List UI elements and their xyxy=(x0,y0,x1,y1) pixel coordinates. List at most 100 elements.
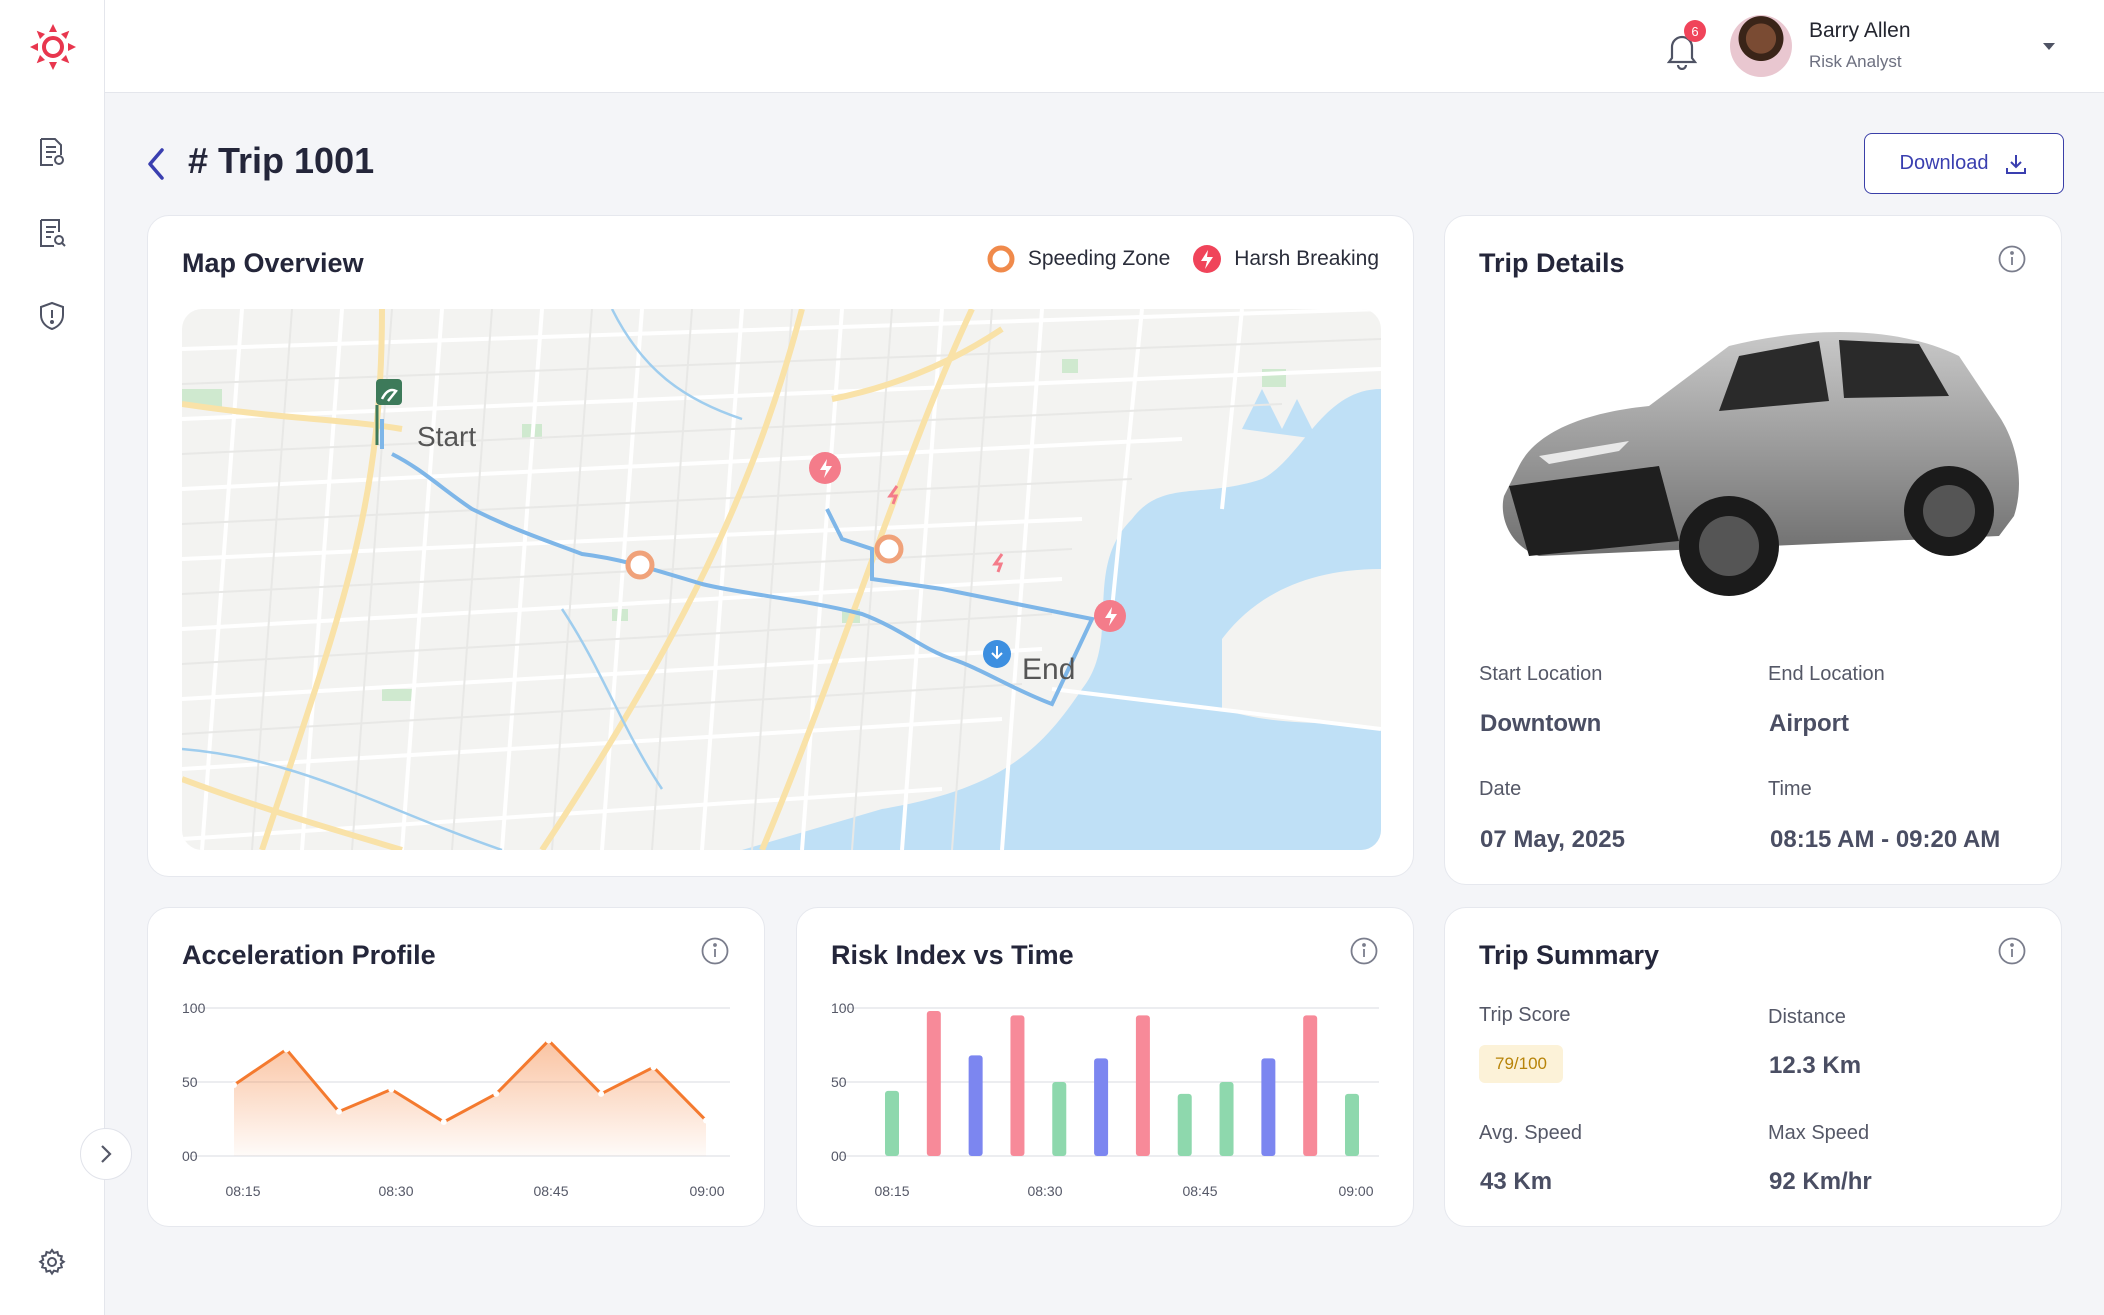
chevron-right-icon xyxy=(101,1145,112,1163)
x-tick-label: 08:30 xyxy=(1027,1183,1062,1199)
info-icon[interactable] xyxy=(1349,936,1379,966)
max-speed-label: Max Speed xyxy=(1768,1122,1870,1144)
trip-details-title: Trip Details xyxy=(1479,248,1625,278)
caret-down-icon[interactable] xyxy=(2040,40,2058,52)
data-point xyxy=(335,1108,342,1115)
data-point xyxy=(703,1117,709,1124)
date-label: Date xyxy=(1479,778,1522,800)
info-icon[interactable] xyxy=(700,936,730,966)
x-tick-label: 08:45 xyxy=(533,1183,568,1199)
start-location-value: Downtown xyxy=(1480,710,1602,737)
avg-speed-value: 43 Km xyxy=(1480,1168,1553,1195)
avg-speed-label: Avg. Speed xyxy=(1479,1122,1583,1144)
risk-bar xyxy=(1052,1082,1067,1156)
x-tick-label: 09:00 xyxy=(1338,1183,1373,1199)
data-point xyxy=(598,1090,605,1097)
download-button[interactable]: Download xyxy=(1864,133,2064,194)
area-fill xyxy=(234,1040,706,1156)
time-value: 08:15 AM - 09:20 AM xyxy=(1770,826,2001,853)
acceleration-profile-card: Acceleration Profile 100 50 00 08:15 08:30 08… xyxy=(147,907,765,1227)
download-label: Download xyxy=(1899,152,1989,174)
sidebar xyxy=(0,0,105,1315)
risk-index-chart: 100 50 00 08:15 08:30 08:45 09:00 xyxy=(831,1000,1379,1199)
info-icon[interactable] xyxy=(1997,936,2027,966)
data-point xyxy=(283,1046,290,1053)
legend-speeding-label: Speeding Zone xyxy=(1027,247,1171,270)
x-tick-label: 08:15 xyxy=(225,1183,260,1199)
notification-count-badge: 6 xyxy=(1684,20,1706,42)
sidebar-expand-button[interactable] xyxy=(80,1128,132,1180)
data-point xyxy=(493,1090,500,1097)
data-point xyxy=(388,1086,395,1093)
risk-bar xyxy=(1094,1058,1109,1156)
risk-bar xyxy=(1219,1082,1234,1156)
max-speed-value: 92 Km/hr xyxy=(1769,1168,1872,1195)
end-location-label: End Location xyxy=(1768,663,1885,685)
y-tick-label: 100 xyxy=(831,1000,855,1016)
reports-icon[interactable] xyxy=(34,134,70,170)
data-point xyxy=(650,1064,657,1071)
time-label: Time xyxy=(1768,778,1812,800)
map-start-label: Start xyxy=(417,421,476,452)
trip-score-label: Trip Score xyxy=(1479,1004,1571,1026)
page-title: # Trip 1001 xyxy=(188,140,375,181)
back-arrow-icon[interactable] xyxy=(143,146,169,182)
risk-bar xyxy=(1177,1093,1192,1156)
y-tick-label: 100 xyxy=(182,1000,206,1016)
risk-bar xyxy=(1010,1015,1025,1156)
download-icon xyxy=(2006,154,2027,174)
notifications-button[interactable]: 6 xyxy=(1662,20,1706,70)
risk-bar xyxy=(968,1055,983,1156)
vehicle-image xyxy=(1502,332,2019,596)
search-report-icon[interactable] xyxy=(34,215,70,251)
trip-summary-card: Trip Summary Trip Score 79/100 Distance … xyxy=(1444,907,2062,1227)
data-point xyxy=(440,1118,447,1125)
risk-bar xyxy=(1261,1058,1276,1156)
x-tick-label: 09:00 xyxy=(689,1183,724,1199)
risk-bar xyxy=(926,1010,941,1156)
date-value: 07 May, 2025 xyxy=(1480,826,1625,853)
legend-harsh: Harsh Breaking xyxy=(1192,244,1379,274)
data-point xyxy=(231,1081,237,1088)
map-end-label: End xyxy=(1022,653,1075,686)
harsh-breaking-icon xyxy=(1193,245,1222,273)
area-line xyxy=(233,1038,708,1124)
acceleration-title: Acceleration Profile xyxy=(182,940,436,970)
speeding-zone-icon xyxy=(987,245,1015,273)
trip-score-badge: 79/100 xyxy=(1479,1045,1563,1083)
summary-title: Trip Summary xyxy=(1479,940,1660,970)
map-legend: Speeding Zone Harsh Breaking xyxy=(986,244,1379,274)
risk-title: Risk Index vs Time xyxy=(831,940,1074,970)
risk-bar xyxy=(1345,1093,1359,1156)
x-tick-label: 08:15 xyxy=(874,1183,909,1199)
risk-bar xyxy=(1135,1015,1150,1156)
settings-gear-icon[interactable] xyxy=(34,1244,70,1280)
user-name: Barry Allen xyxy=(1809,19,1911,42)
end-location-value: Airport xyxy=(1769,710,1849,737)
x-tick-label: 08:30 xyxy=(378,1183,413,1199)
y-tick-label: 00 xyxy=(182,1148,198,1164)
top-bar xyxy=(105,0,2104,93)
legend-harsh-label: Harsh Breaking xyxy=(1234,247,1379,270)
y-tick-label: 50 xyxy=(182,1074,198,1090)
acceleration-chart: 100 50 00 08:15 08:30 08:45 09:00 xyxy=(182,1000,730,1199)
distance-value: 12.3 Km xyxy=(1769,1052,1862,1079)
info-icon[interactable] xyxy=(1997,244,2027,274)
trip-details-card: Trip Details Start Location Downtown End… xyxy=(1444,215,2062,885)
brand-logo-icon[interactable] xyxy=(28,22,78,72)
data-point xyxy=(545,1037,552,1044)
distance-label: Distance xyxy=(1768,1006,1846,1028)
risk-index-card: Risk Index vs Time 100 50 00 08:15 08:30 08:4… xyxy=(796,907,1414,1227)
x-tick-label: 08:45 xyxy=(1182,1183,1217,1199)
y-tick-label: 50 xyxy=(831,1074,847,1090)
legend-speeding: Speeding Zone xyxy=(986,244,1170,274)
map-overview-card: Map Overview Speeding Zone Harsh Breakin… xyxy=(147,215,1414,877)
shield-alert-icon[interactable] xyxy=(34,298,70,334)
start-location-label: Start Location xyxy=(1479,663,1603,685)
y-tick-label: 00 xyxy=(831,1148,847,1164)
risk-bar xyxy=(1303,1015,1318,1156)
user-avatar[interactable] xyxy=(1730,15,1792,77)
map-canvas[interactable]: Start End xyxy=(182,309,1381,850)
map-title: Map Overview xyxy=(182,248,364,278)
risk-bar xyxy=(885,1090,899,1156)
